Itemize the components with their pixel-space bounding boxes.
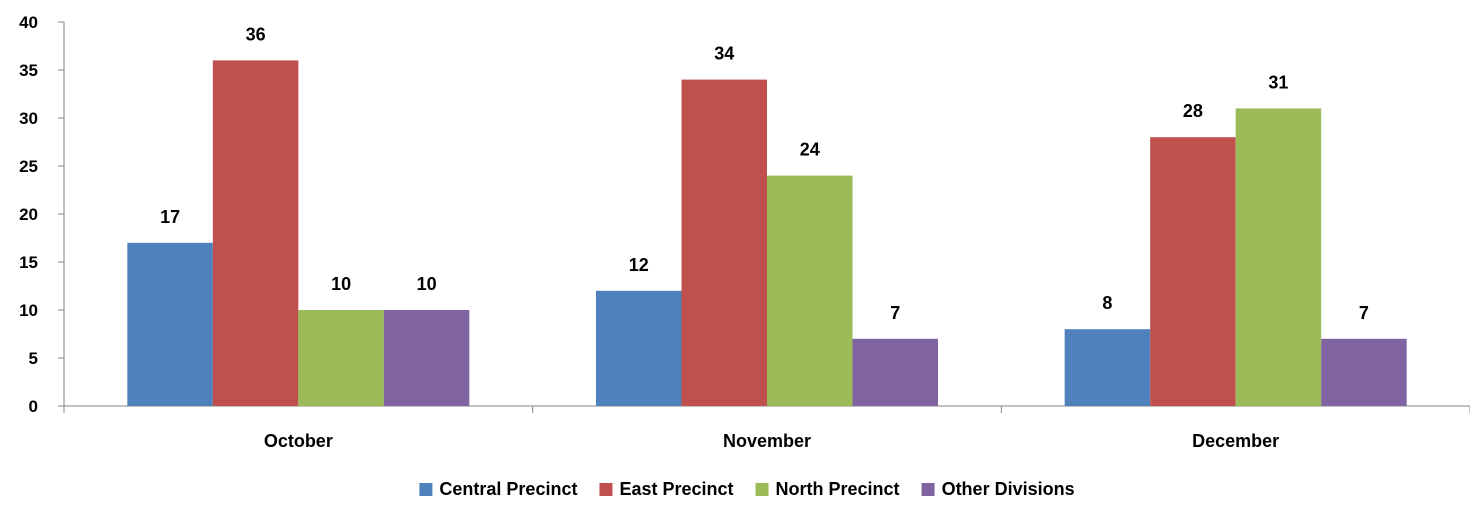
legend-swatch bbox=[599, 483, 613, 496]
legend-swatch bbox=[419, 483, 433, 496]
data-label: 7 bbox=[1359, 303, 1369, 323]
axes: 0 5 10 15 20 25 30 35 40 October November December bbox=[19, 13, 1470, 451]
bar-east-precinct bbox=[681, 79, 767, 406]
data-label: 34 bbox=[714, 44, 734, 64]
x-category-label: October bbox=[264, 431, 333, 451]
legend-item: East Precinct bbox=[599, 479, 734, 499]
x-category-label: December bbox=[1192, 431, 1279, 451]
bar-north-precinct bbox=[298, 310, 384, 406]
bar-north-precinct bbox=[1235, 108, 1322, 407]
y-tick-label: 15 bbox=[19, 253, 38, 272]
y-tick-label: 20 bbox=[19, 205, 38, 224]
data-label: 10 bbox=[417, 274, 437, 294]
bar-central-precinct bbox=[127, 242, 213, 406]
y-tick-label: 0 bbox=[29, 397, 38, 416]
legend-item: North Precinct bbox=[755, 479, 900, 499]
data-label: 10 bbox=[331, 274, 351, 294]
bar-east-precinct bbox=[1150, 137, 1236, 406]
legend-label: East Precinct bbox=[619, 479, 733, 499]
bar-other-divisions bbox=[1321, 338, 1407, 406]
bar-other-divisions bbox=[852, 338, 938, 406]
legend-item: Other Divisions bbox=[921, 479, 1075, 499]
data-labels: 17 36 10 10 12 34 24 7 8 28 31 7 bbox=[160, 24, 1369, 322]
legend-item: Central Precinct bbox=[419, 479, 577, 499]
data-label: 28 bbox=[1183, 101, 1203, 121]
data-label: 36 bbox=[246, 24, 266, 44]
bar-north-precinct bbox=[767, 175, 853, 406]
legend-swatch bbox=[755, 483, 769, 496]
data-label: 31 bbox=[1268, 72, 1288, 92]
y-tick-label: 35 bbox=[19, 61, 38, 80]
legend-label: Central Precinct bbox=[439, 479, 577, 499]
data-label: 17 bbox=[160, 207, 180, 227]
y-tick-label: 30 bbox=[19, 109, 38, 128]
data-label: 7 bbox=[890, 303, 900, 323]
legend-swatch bbox=[921, 483, 935, 496]
bar-east-precinct bbox=[212, 60, 299, 407]
legend-label: Other Divisions bbox=[942, 479, 1075, 499]
bars bbox=[127, 60, 1407, 407]
y-tick-label: 40 bbox=[19, 13, 38, 32]
bar-other-divisions bbox=[383, 310, 470, 406]
y-tick-label: 10 bbox=[19, 301, 38, 320]
y-tick-label: 5 bbox=[29, 349, 38, 368]
legend: Central Precinct East Precinct North Preci… bbox=[419, 479, 1075, 499]
data-label: 12 bbox=[629, 255, 649, 275]
x-category-label: November bbox=[723, 431, 811, 451]
legend-label: North Precinct bbox=[776, 479, 900, 499]
data-label: 24 bbox=[800, 140, 820, 160]
bar-central-precinct bbox=[596, 290, 682, 406]
bar-central-precinct bbox=[1064, 329, 1151, 406]
data-label: 8 bbox=[1102, 293, 1112, 313]
y-tick-label: 25 bbox=[19, 157, 38, 176]
